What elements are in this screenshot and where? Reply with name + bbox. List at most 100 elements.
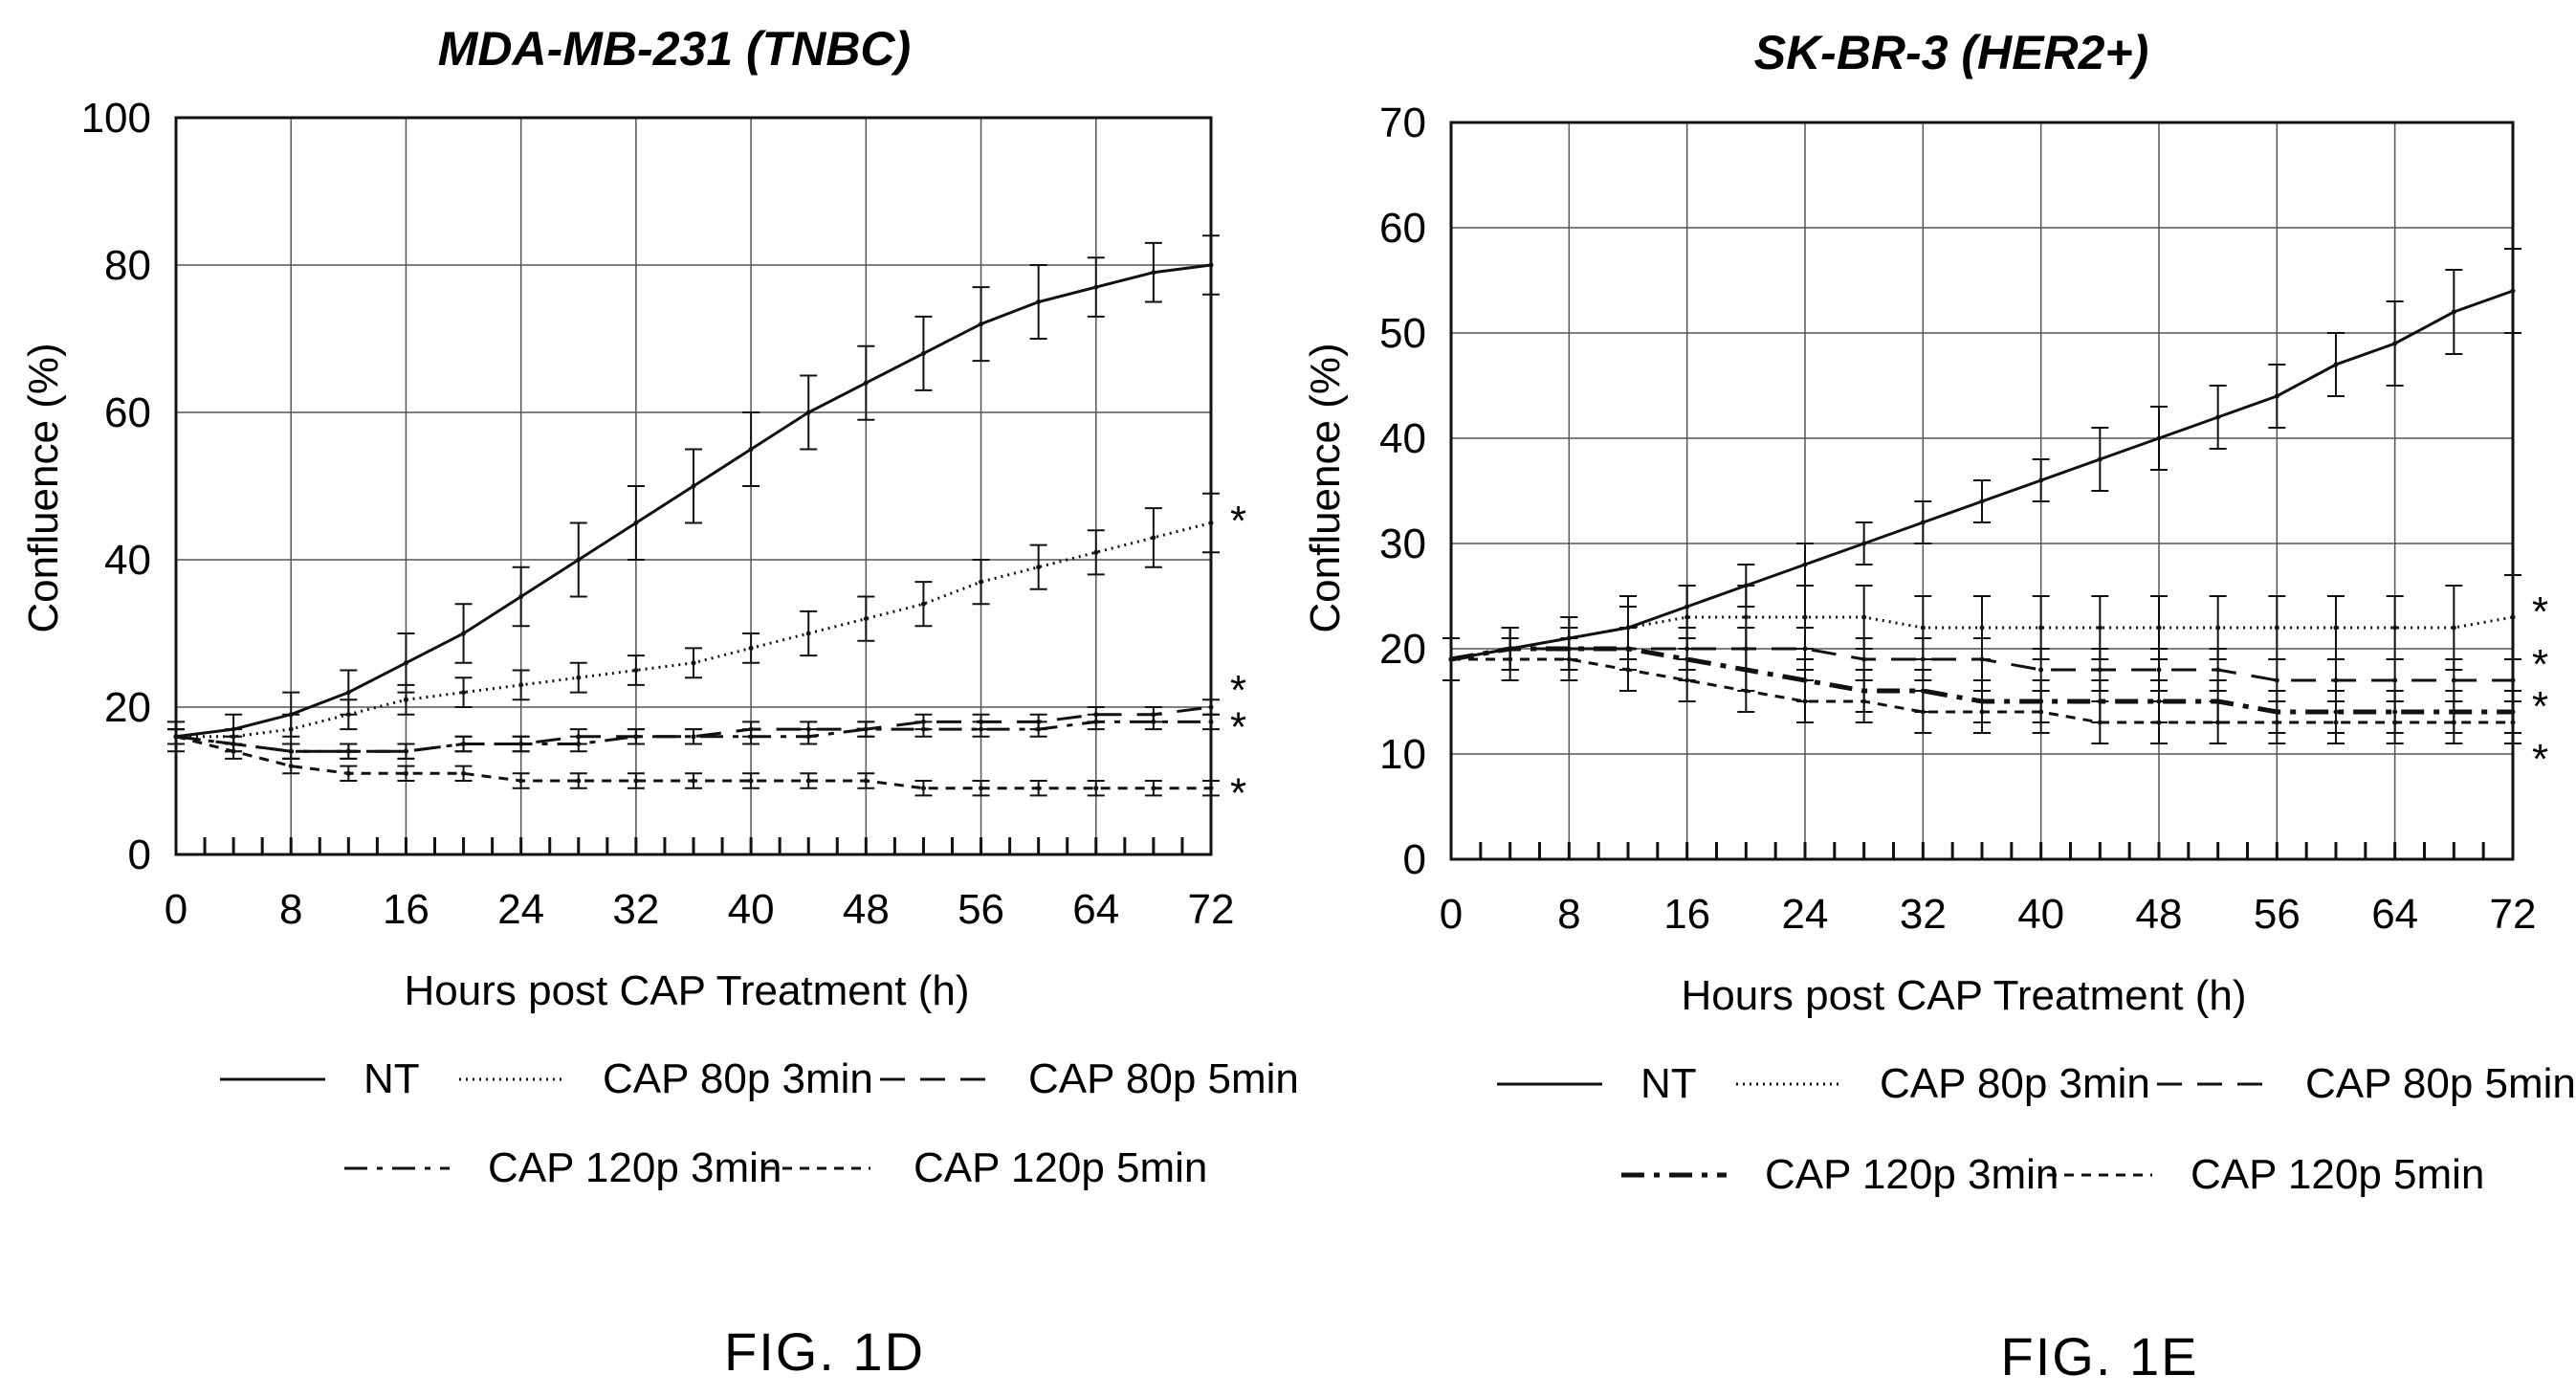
data-point: [345, 748, 351, 754]
data-point: [979, 786, 984, 791]
x-tick-label-8: 8: [279, 886, 302, 933]
figure-label: FIG. 1E: [2001, 1326, 2199, 1386]
data-point: [2274, 393, 2279, 399]
y-axis-label: Confluence (%): [20, 343, 67, 632]
x-tick-label-40: 40: [728, 886, 775, 933]
data-point: [2451, 677, 2456, 683]
data-point: [345, 770, 351, 776]
data-point: [2392, 341, 2398, 346]
data-point: [2451, 309, 2456, 315]
data-point: [1508, 656, 1513, 662]
data-point: [863, 726, 869, 732]
data-point: [1920, 625, 1926, 631]
data-point: [1625, 667, 1631, 673]
series-cap-80p-3min: [167, 492, 1220, 745]
legend-item-cap-120p-5min: CAP 120p 5min: [2047, 1151, 2484, 1198]
data-point: [2392, 677, 2398, 683]
data-point: [863, 380, 869, 386]
significance-marker: *: [2532, 641, 2548, 688]
x-tick-label-40: 40: [2017, 891, 2064, 938]
x-tick-label-48: 48: [2136, 891, 2183, 938]
series-cap-120p-5min: [167, 728, 1220, 797]
x-tick-label-24: 24: [1782, 891, 1829, 938]
x-tick-label-64: 64: [2371, 891, 2418, 938]
legend-item-cap-80p-5min: CAP 80p 5min: [880, 1055, 1299, 1102]
data-point: [1743, 614, 1749, 620]
data-point: [2274, 720, 2279, 725]
data-point: [1093, 284, 1099, 290]
x-tick-label-16: 16: [1663, 891, 1710, 938]
data-point: [2333, 720, 2339, 725]
data-point: [345, 712, 351, 718]
chart-mda-mb-231: MDA-MB-231 (TNBC) 0 8 16 24 32 40 48 56 64 72 0 20 4…: [20, 22, 1299, 1382]
data-point: [2038, 667, 2044, 673]
data-point: [231, 748, 236, 754]
data-point: [2215, 414, 2221, 420]
data-point: [2097, 456, 2103, 462]
data-point: [1979, 625, 1985, 631]
data-point: [2274, 677, 2279, 683]
data-point: [1861, 614, 1867, 620]
x-tick-label-72: 72: [1188, 886, 1235, 933]
data-point: [1036, 565, 1042, 570]
y-tick-label-0: 0: [1403, 836, 1426, 883]
legend-label: CAP 120p 5min: [2191, 1151, 2484, 1198]
series-line-cap-80p-3min: [176, 521, 1212, 739]
data-point: [1861, 656, 1867, 662]
data-point: [2215, 667, 2221, 673]
data-point: [1920, 656, 1926, 662]
data-point: [1861, 698, 1867, 704]
legend-label: CAP 120p 3min: [488, 1144, 782, 1191]
data-point: [748, 734, 754, 740]
data-point: [461, 742, 467, 746]
legend-item-cap-120p-5min: CAP 120p 5min: [765, 1144, 1207, 1191]
data-point: [288, 726, 294, 732]
data-point: [2156, 720, 2162, 725]
legend-label: CAP 80p 5min: [1028, 1055, 1299, 1102]
data-point: [576, 675, 582, 680]
data-point: [403, 770, 408, 776]
data-point: [691, 660, 696, 666]
data-point: [863, 616, 869, 622]
y-tick-label-20: 20: [1379, 626, 1426, 673]
data-point: [576, 778, 582, 784]
x-tick-label-56: 56: [2254, 891, 2301, 938]
y-tick-label-50: 50: [1379, 310, 1426, 357]
data-point: [2097, 625, 2103, 631]
data-point: [2333, 625, 2339, 631]
legend-label: CAP 80p 3min: [1880, 1060, 2150, 1107]
data-point: [2274, 625, 2279, 631]
data-point: [2333, 362, 2339, 367]
data-point: [863, 778, 869, 784]
data-point: [1802, 646, 1808, 652]
data-point: [1151, 270, 1156, 276]
data-point: [403, 660, 408, 666]
y-axis-label: Confluence (%): [1302, 343, 1349, 632]
data-point: [461, 690, 467, 696]
legend-item-nt: NT: [1497, 1060, 1697, 1107]
x-tick-label-56: 56: [958, 886, 1004, 933]
data-point: [1861, 541, 1867, 546]
series-cap-120p-3min: [167, 713, 1220, 760]
data-point: [1036, 786, 1042, 791]
significance-marker: *: [2532, 588, 2548, 635]
data-point: [979, 322, 984, 327]
x-tick-label-0: 0: [1440, 891, 1463, 938]
data-point: [2215, 720, 2221, 725]
data-point: [691, 483, 696, 489]
y-tick-label-10: 10: [1379, 731, 1426, 778]
x-axis-label: Hours post CAP Treatment (h): [405, 967, 970, 1014]
data-point: [633, 668, 639, 673]
data-point: [1802, 698, 1808, 704]
data-point: [633, 734, 639, 740]
data-point: [2156, 625, 2162, 631]
data-point: [576, 742, 582, 746]
data-point: [518, 682, 524, 688]
data-point: [576, 557, 582, 563]
data-point: [1151, 535, 1156, 541]
data-point: [1151, 786, 1156, 791]
y-tick-label-30: 30: [1379, 521, 1426, 567]
legend-item-cap-120p-3min: CAP 120p 3min: [344, 1144, 782, 1191]
data-point: [691, 734, 696, 740]
